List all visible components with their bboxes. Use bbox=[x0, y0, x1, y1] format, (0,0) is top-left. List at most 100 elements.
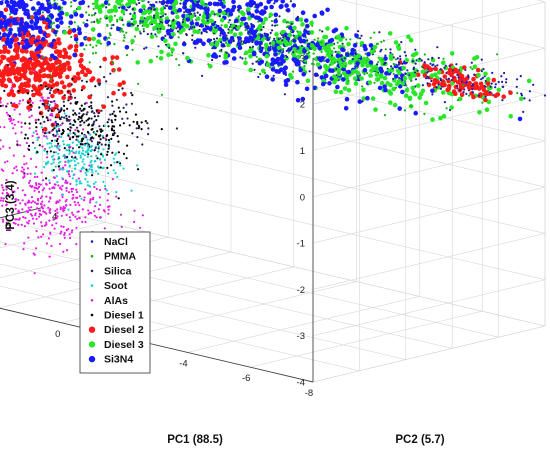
point-diesel-1 bbox=[99, 138, 102, 141]
point-silica bbox=[253, 68, 256, 71]
point-diesel-1 bbox=[23, 137, 26, 140]
point-si3n4 bbox=[20, 25, 26, 30]
point-diesel-2 bbox=[58, 67, 63, 72]
point-si3n4 bbox=[167, 0, 172, 1]
point-si3n4 bbox=[301, 71, 307, 77]
point-diesel-2 bbox=[479, 84, 485, 90]
point-soot bbox=[56, 181, 59, 184]
point-alas bbox=[27, 236, 30, 239]
point-nacl bbox=[194, 46, 197, 49]
point-nacl bbox=[437, 83, 440, 86]
point-pmma bbox=[307, 52, 310, 55]
point-diesel-3 bbox=[508, 114, 513, 119]
point-diesel-1 bbox=[95, 119, 98, 122]
point-si3n4 bbox=[278, 4, 284, 10]
point-soot bbox=[84, 171, 87, 174]
point-diesel-1 bbox=[59, 118, 62, 121]
point-silica bbox=[70, 155, 73, 158]
point-nacl bbox=[501, 99, 504, 102]
point-alas bbox=[141, 214, 144, 217]
point-diesel-3 bbox=[278, 40, 284, 46]
floor-grid-line bbox=[187, 296, 420, 353]
point-diesel-1 bbox=[78, 146, 81, 149]
point-soot bbox=[52, 158, 55, 161]
point-pmma bbox=[382, 58, 385, 61]
point-silica bbox=[225, 34, 228, 37]
point-alas bbox=[27, 199, 30, 202]
point-diesel-3 bbox=[206, 53, 211, 58]
point-diesel-3 bbox=[406, 34, 411, 39]
point-soot bbox=[90, 150, 93, 153]
point-silica bbox=[109, 113, 112, 116]
point-diesel-3 bbox=[412, 90, 417, 96]
point-alas bbox=[26, 167, 29, 170]
point-diesel-3 bbox=[140, 0, 145, 2]
point-diesel-3 bbox=[107, 9, 112, 14]
point-si3n4 bbox=[59, 20, 64, 25]
point-alas bbox=[17, 198, 20, 202]
point-diesel-2 bbox=[4, 70, 9, 75]
point-diesel-3 bbox=[142, 10, 148, 16]
legend-label-diesel-2: Diesel 2 bbox=[104, 324, 144, 336]
point-pmma bbox=[320, 50, 323, 54]
point-diesel-3 bbox=[408, 75, 413, 81]
point-diesel-2 bbox=[57, 41, 62, 46]
point-soot bbox=[46, 152, 49, 155]
point-alas bbox=[83, 199, 86, 202]
point-si3n4 bbox=[228, 11, 234, 17]
point-diesel-1 bbox=[81, 137, 85, 140]
point-diesel-2 bbox=[67, 65, 72, 70]
point-diesel-1 bbox=[28, 144, 31, 147]
y-tick-label: 2 bbox=[6, 223, 11, 234]
point-si3n4 bbox=[68, 20, 73, 26]
point-alas bbox=[88, 201, 92, 204]
point-nacl bbox=[392, 77, 395, 80]
point-soot bbox=[60, 135, 63, 138]
point-pmma bbox=[83, 48, 86, 51]
point-pmma bbox=[320, 41, 323, 44]
point-soot bbox=[50, 142, 53, 145]
point-diesel-2 bbox=[32, 85, 37, 90]
point-pmma bbox=[403, 109, 407, 112]
point-diesel-2 bbox=[3, 7, 9, 12]
point-soot bbox=[79, 156, 82, 159]
point-alas bbox=[59, 186, 62, 189]
point-si3n4 bbox=[138, 8, 143, 13]
point-nacl bbox=[515, 85, 518, 88]
point-nacl bbox=[219, 34, 222, 37]
point-diesel-3 bbox=[355, 70, 361, 76]
point-alas bbox=[15, 165, 18, 168]
point-alas bbox=[49, 232, 52, 235]
point-silica bbox=[47, 87, 50, 90]
point-diesel-3 bbox=[393, 40, 399, 45]
point-pmma bbox=[287, 25, 290, 28]
point-alas bbox=[19, 202, 22, 205]
point-alas bbox=[99, 203, 102, 206]
point-alas bbox=[2, 199, 5, 202]
point-soot bbox=[112, 157, 116, 160]
point-pmma bbox=[113, 69, 116, 72]
point-pmma bbox=[369, 36, 372, 40]
point-diesel-1 bbox=[38, 106, 41, 109]
point-alas bbox=[23, 155, 26, 158]
point-si3n4 bbox=[303, 55, 309, 60]
point-diesel-3 bbox=[441, 113, 447, 119]
point-diesel-1 bbox=[63, 109, 66, 112]
point-diesel-1 bbox=[81, 143, 84, 146]
point-nacl bbox=[399, 57, 402, 61]
point-alas bbox=[18, 102, 21, 105]
point-alas bbox=[48, 187, 51, 190]
point-soot bbox=[90, 159, 93, 162]
wall-grid-line bbox=[312, 140, 546, 198]
point-soot bbox=[83, 163, 86, 166]
point-nacl bbox=[143, 47, 146, 50]
point-pmma bbox=[85, 37, 88, 40]
point-si3n4 bbox=[181, 41, 187, 47]
point-si3n4 bbox=[272, 47, 278, 53]
point-alas bbox=[84, 216, 87, 219]
point-si3n4 bbox=[197, 0, 202, 1]
point-pmma bbox=[227, 15, 230, 18]
point-alas bbox=[15, 198, 18, 201]
point-nacl bbox=[431, 64, 434, 67]
point-nacl bbox=[316, 74, 319, 77]
